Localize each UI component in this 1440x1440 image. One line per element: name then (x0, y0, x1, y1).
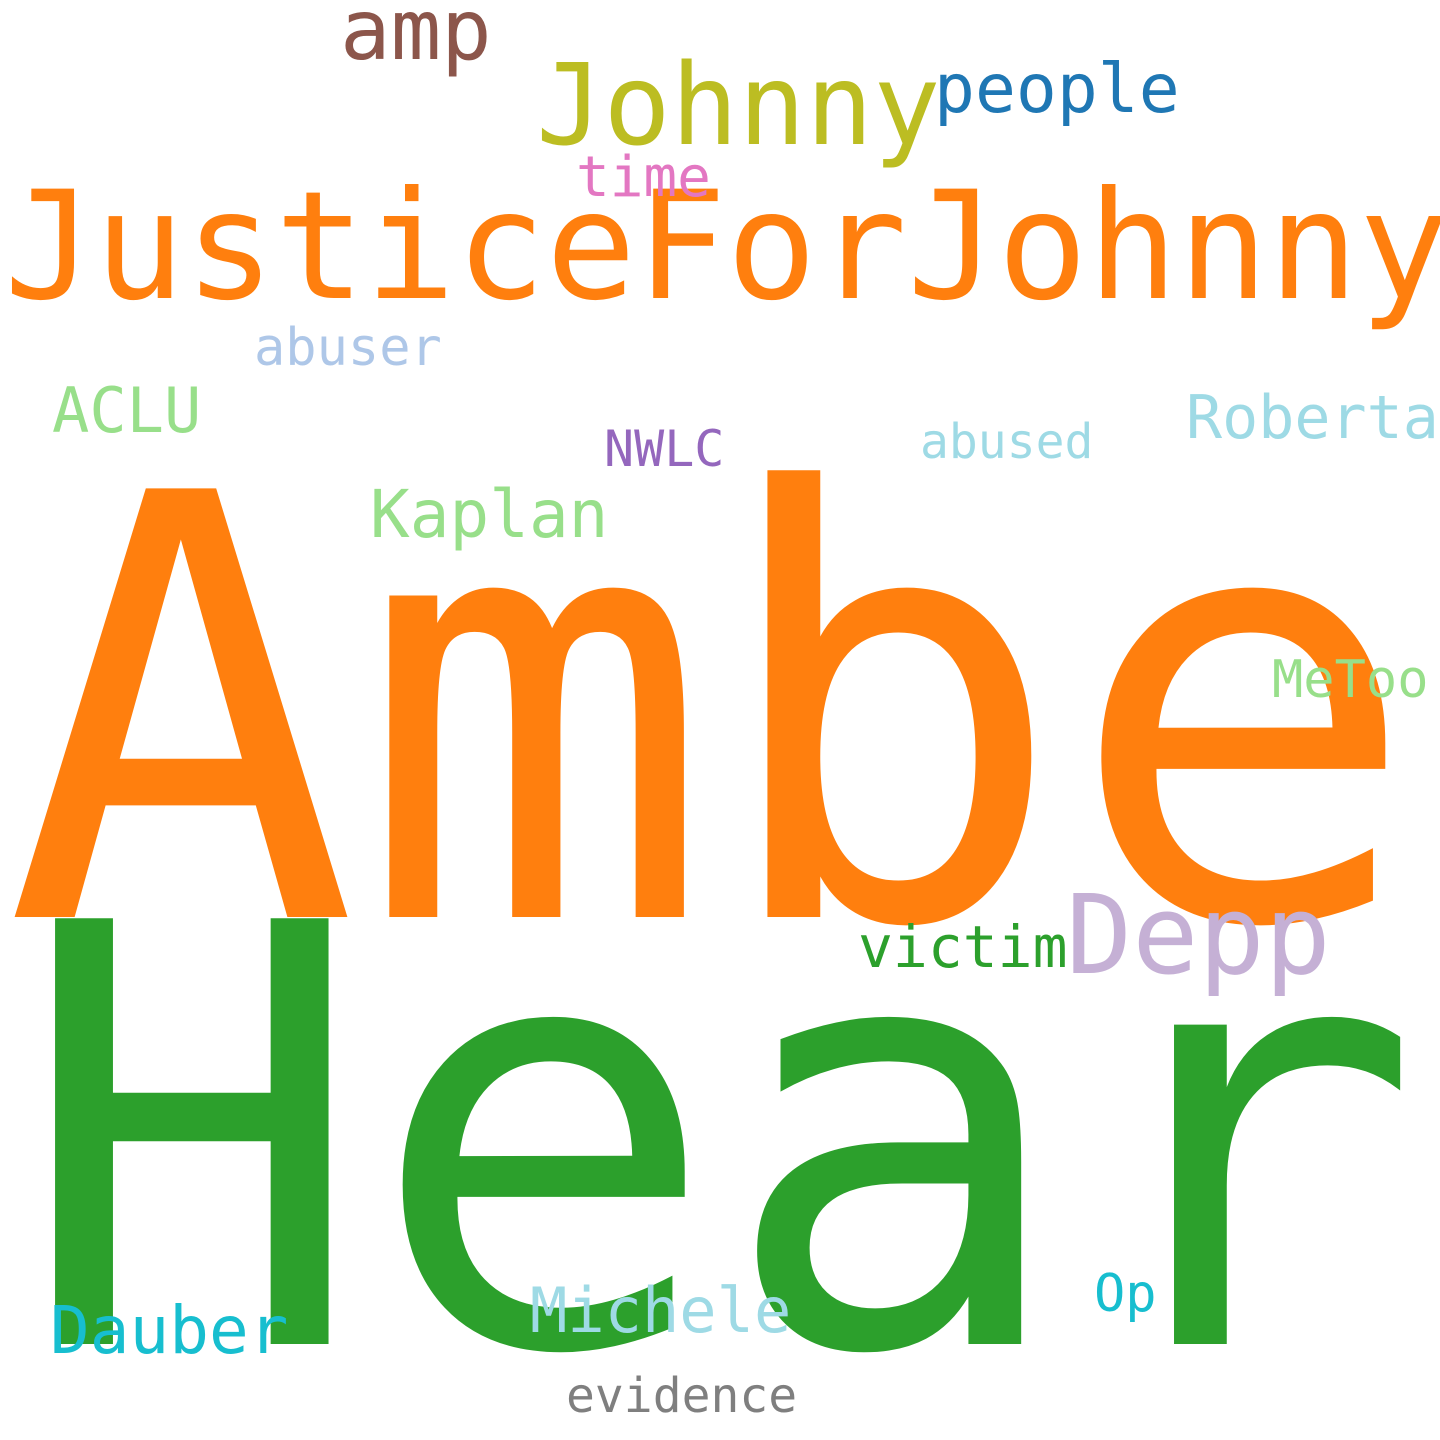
word-victim: victim (858, 913, 1068, 981)
word-metoo: MeToo (1272, 650, 1429, 710)
word-johnny: Johnny (536, 41, 941, 171)
word-aclu: ACLU (52, 374, 202, 447)
word-roberta: Roberta (1186, 383, 1439, 453)
word-justicefor-johnnydepp: JusticeForJohnnyDepp (4, 160, 1440, 334)
word-depp: Depp (1066, 871, 1331, 999)
word-kaplan: Kaplan (370, 476, 609, 553)
word-time: time (576, 145, 711, 210)
word-abuser: abuser (254, 318, 442, 378)
word-dauber: Dauber (50, 1292, 289, 1369)
word-op: Op (1094, 1264, 1157, 1324)
word-amber: Amber (4, 371, 1440, 1056)
word-abused: abused (920, 414, 1094, 470)
word-evidence: evidence (566, 1368, 798, 1424)
word-heard: Heard (16, 802, 1440, 1440)
word-nwlc: NWLC (604, 420, 725, 478)
word-amp: amp (340, 0, 492, 79)
word-people: people (934, 50, 1180, 129)
word-michele: Michele (530, 1274, 792, 1347)
